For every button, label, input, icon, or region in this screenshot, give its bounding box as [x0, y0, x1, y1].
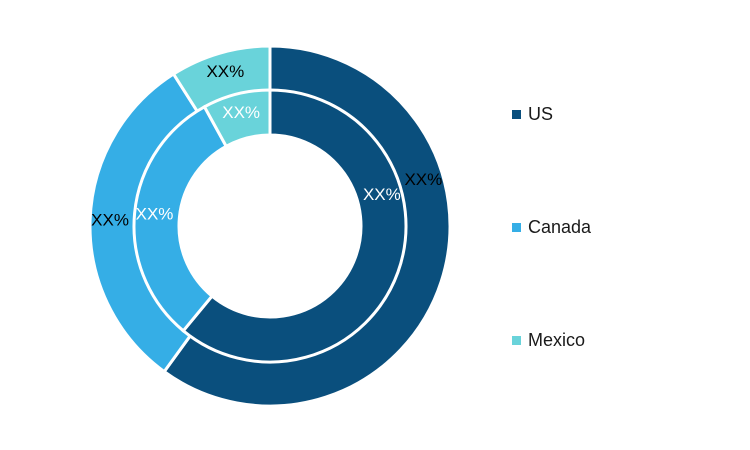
legend-item-mexico: Mexico [512, 330, 585, 351]
legend-swatch-mexico [512, 336, 521, 345]
legend-label-us: US [528, 104, 554, 124]
inner-slice-mexico [202, 88, 272, 149]
inner-label-mexico: XX% [222, 103, 260, 122]
inner-slice-canada [132, 104, 229, 333]
inner-label-canada: XX% [136, 205, 174, 224]
outer-label-mexico: XX% [206, 62, 244, 81]
inner-label-us: XX% [363, 185, 401, 204]
legend: US Canada Mexico [512, 0, 712, 450]
inner-slice-us [181, 88, 408, 364]
outer-label-us: XX% [404, 170, 442, 189]
outer-label-canada: XX% [91, 210, 129, 229]
legend-item-us: US [512, 104, 553, 125]
legend-swatch-us [512, 110, 521, 119]
legend-label-canada: Canada [528, 217, 592, 237]
legend-label-mexico: Mexico [528, 330, 586, 350]
legend-swatch-canada [512, 223, 521, 232]
legend-item-canada: Canada [512, 217, 591, 238]
